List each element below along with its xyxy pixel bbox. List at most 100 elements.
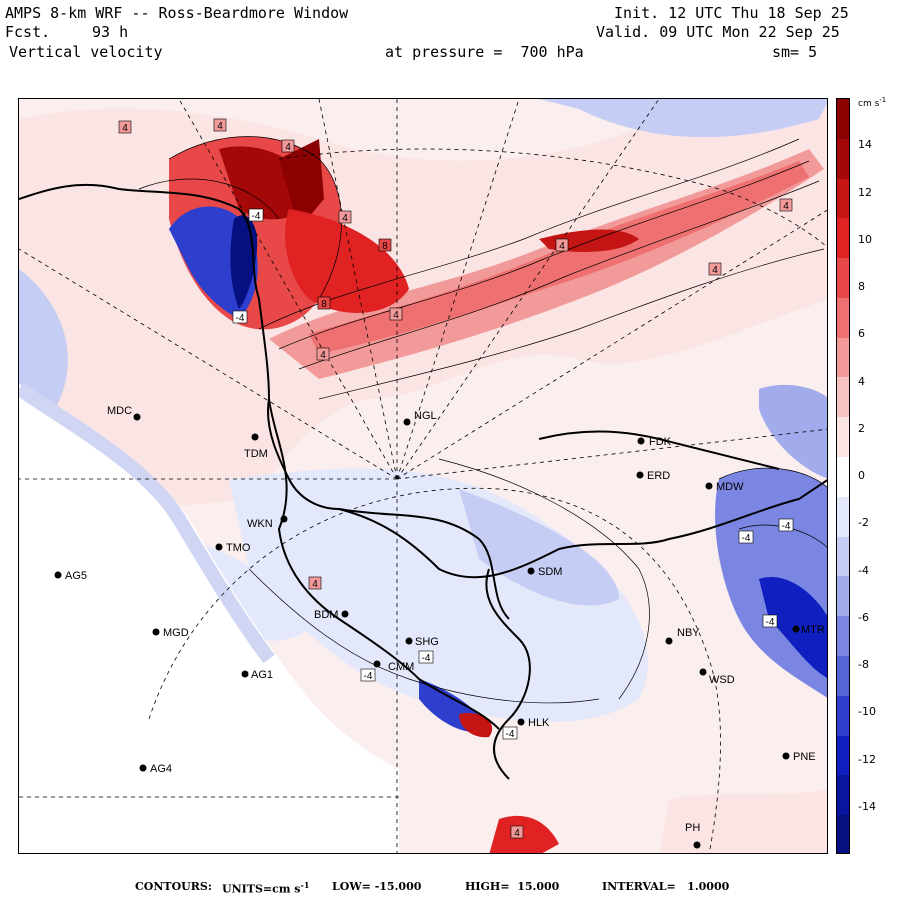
station-label: AG1 [251, 669, 273, 681]
colorbar-tick-label: 0 [858, 469, 865, 482]
station-dot [693, 841, 701, 849]
station-dot [133, 413, 141, 421]
colorbar-segment [837, 536, 849, 577]
colorbar-tick-label: 12 [858, 185, 872, 199]
contour-label: 4 [217, 121, 223, 132]
footer-contours-label: CONTOURS: [135, 880, 212, 893]
station-label: CMM [388, 661, 414, 673]
station-dot [792, 625, 800, 633]
init-time: Init. 12 UTC Thu 18 Sep 25 [614, 4, 849, 22]
station-dot [527, 567, 535, 575]
updraft-bottom [489, 815, 559, 853]
station-label: TMO [226, 542, 251, 554]
contour-label: 4 [320, 350, 326, 361]
station-dot [373, 660, 381, 668]
station-dot [152, 628, 160, 636]
colorbar-tick-label: 2 [858, 421, 865, 435]
colorbar-segment [837, 138, 849, 179]
station-dot [241, 670, 249, 678]
colorbar-segment [837, 99, 849, 139]
contour-label: 4 [514, 828, 520, 839]
lat-lon-grid [19, 99, 827, 853]
updraft-peak [279, 139, 324, 229]
station-label: PNE [793, 751, 816, 763]
colorbar-units-text: cm s [858, 99, 880, 109]
station-dot [403, 418, 411, 426]
colorbar-tick-label: -14 [858, 799, 876, 813]
station-dot [251, 433, 259, 441]
station-dot [517, 718, 525, 726]
contour-label: -4 [742, 533, 751, 544]
contour-label: 8 [382, 241, 388, 252]
colorbar-segment [837, 735, 849, 776]
station-dot [280, 515, 288, 523]
colorbar-segment [837, 815, 849, 853]
station-dot [341, 610, 349, 618]
station-label: MDW [716, 481, 744, 493]
station-label: MGD [163, 627, 189, 639]
forecast-hours: 93 h [92, 23, 129, 41]
station-label: FDK [649, 436, 672, 448]
station-label: BDM [314, 609, 338, 621]
colorbar-tick-label: -4 [858, 563, 869, 577]
footer-interval: INTERVAL= 1.0000 [602, 880, 730, 893]
valid-time: Valid. 09 UTC Mon 22 Sep 25 [596, 23, 840, 41]
blue-patch-west-coast [19, 269, 68, 419]
colorbar-units: cm s-1 [858, 96, 886, 109]
updraft-south [459, 713, 493, 738]
colorbar-tick-label: -2 [858, 516, 869, 530]
colorbar-tick-label: -10 [858, 705, 876, 719]
contour-label: 4 [342, 213, 348, 224]
colorbar-tick-label: 6 [858, 327, 865, 341]
vertical-velocity-map: 4 4 4 4 4 8 8 4 4 4 4 4 4 -4 -4 -4 -4 -4 [18, 98, 828, 854]
contour-label: 4 [559, 241, 565, 252]
colorbar-tick-label: 4 [858, 374, 865, 388]
contour-label: 4 [783, 201, 789, 212]
contour-label: 4 [393, 310, 399, 321]
updraft-east-lobe [285, 209, 409, 313]
pressure-level: at pressure = 700 hPa [385, 43, 584, 61]
contour-label: -4 [766, 617, 775, 628]
contour-label: -4 [236, 313, 245, 324]
station-label: SHG [415, 636, 439, 648]
blue-patch-northeast [759, 384, 827, 479]
footer-units-text: UNITS=cm s [222, 882, 301, 896]
colorbar-segment [837, 178, 849, 219]
station-dot [665, 637, 673, 645]
station-label: WKN [247, 518, 273, 530]
contour-label: 4 [285, 142, 291, 153]
colorbar [836, 98, 850, 854]
station-label: HLK [528, 717, 550, 729]
colorbar-segment [837, 775, 849, 816]
station-label: WSD [709, 674, 735, 686]
blue-patch-north [539, 99, 827, 138]
colorbar-segment [837, 218, 849, 259]
contour-label: -4 [506, 729, 515, 740]
station-dot [636, 471, 644, 479]
station-label: AG5 [65, 570, 87, 582]
contour-label-group: 4 4 4 4 4 8 8 4 4 4 4 4 4 -4 -4 -4 -4 -4 [118, 118, 794, 839]
colorbar-segment [837, 417, 849, 458]
station-label: SDM [538, 566, 562, 578]
coastlines [19, 183, 827, 780]
contour-label: 4 [312, 579, 318, 590]
model-title: AMPS 8-km WRF -- Ross-Beardmore Window [5, 4, 349, 22]
footer-units-exp: -1 [300, 880, 310, 890]
colorbar-segment [837, 337, 849, 378]
updraft-band-core [309, 161, 809, 354]
light-red-southeast [659, 789, 827, 853]
contour-label: 4 [712, 265, 718, 276]
station-label: NGL [414, 410, 437, 422]
smoothing: sm= 5 [772, 43, 818, 61]
colorbar-tick-label: -12 [858, 752, 876, 766]
contour-label: -4 [364, 671, 373, 682]
station-dot [782, 752, 790, 760]
colorbar-segment [837, 616, 849, 656]
forecast-label: Fcst. [5, 23, 51, 41]
footer-low: LOW= -15.000 [332, 880, 422, 893]
station-label: AG4 [150, 763, 172, 775]
station-label: ERD [647, 470, 670, 482]
contour-label: -4 [782, 521, 791, 532]
station-dot [139, 764, 147, 772]
colorbar-segment [837, 258, 849, 298]
